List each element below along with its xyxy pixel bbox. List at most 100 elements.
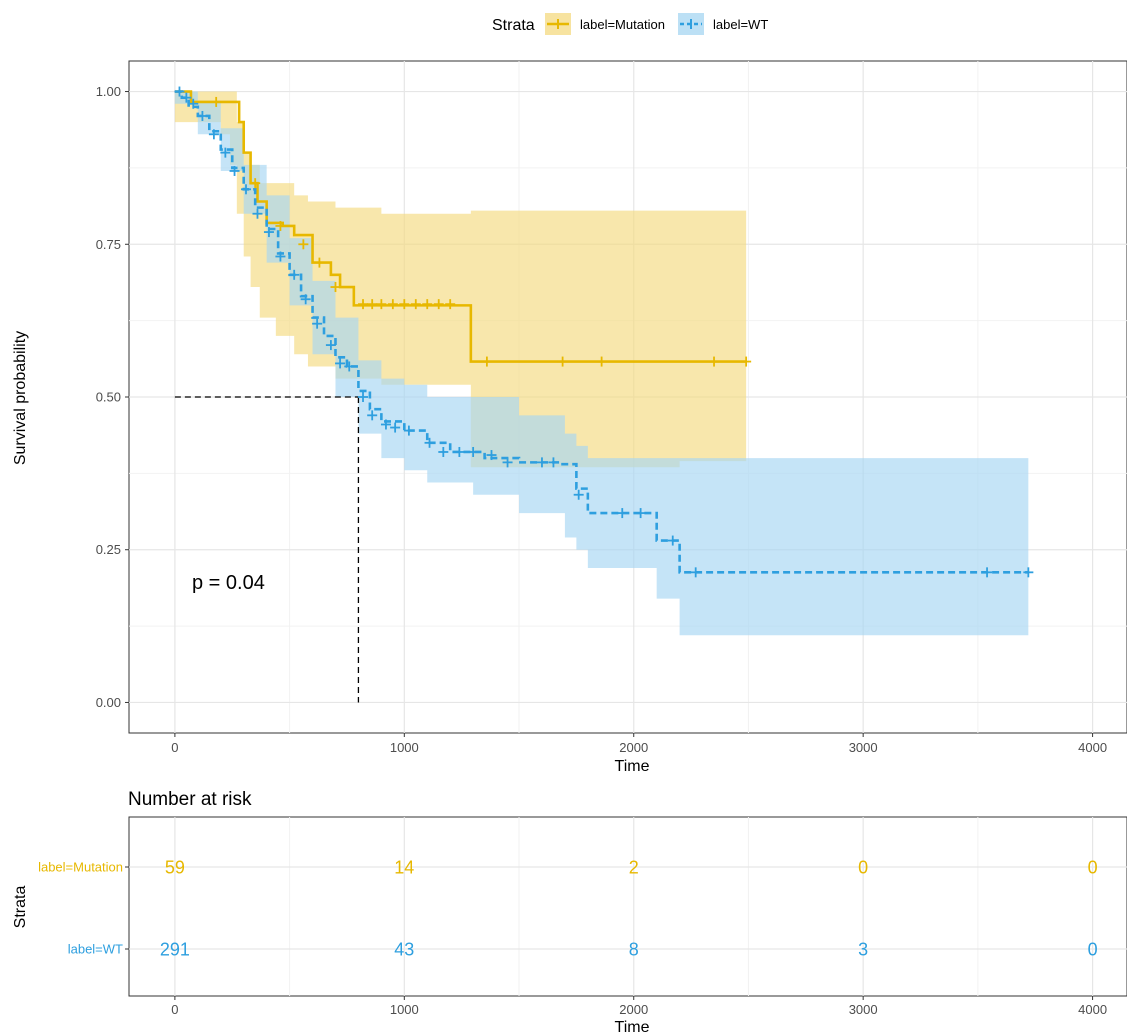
risk-x-tick-label: 4000 (1078, 1002, 1107, 1017)
censor-mark (741, 356, 752, 367)
censor-mark (982, 567, 993, 578)
y-tick-label: 1.00 (96, 84, 121, 99)
censor-mark (536, 457, 547, 468)
censor-mark (275, 251, 286, 262)
x-tick-labels: 0 1000 2000 3000 4000 (171, 733, 1107, 755)
y-tick-label: 0.75 (96, 237, 121, 252)
risk-count: 43 (394, 940, 414, 960)
censor-mark (335, 358, 346, 369)
censor-mark (617, 508, 628, 519)
censor-mark (325, 340, 336, 351)
censor-mark (174, 86, 185, 97)
censor-mark (635, 508, 646, 519)
x-tick-label: 0 (171, 740, 178, 755)
censor-mark (263, 227, 274, 238)
risk-table-cells: label=Mutation 59 14 2 0 0 label=WT 291 43 8 3 0 (38, 858, 1098, 960)
censor-mark (596, 356, 607, 367)
censor-marks (174, 86, 1034, 578)
risk-row-label: label=WT (68, 942, 123, 957)
censor-mark (376, 299, 387, 310)
censor-mark (380, 419, 391, 430)
x-tick-label: 2000 (619, 740, 648, 755)
censor-mark (367, 299, 378, 310)
censor-mark (181, 92, 192, 103)
risk-count: 14 (394, 858, 414, 878)
legend-label-mutation: label=Mutation (580, 17, 665, 32)
censor-mark (220, 147, 231, 158)
median-lines (174, 396, 360, 703)
censor-mark (208, 129, 219, 140)
censor-mark (387, 299, 398, 310)
survival-curves (174, 90, 1029, 574)
censor-mark (188, 98, 199, 109)
censor-mark (438, 446, 449, 457)
censor-mark (557, 356, 568, 367)
ci-band-mutation (174, 91, 747, 468)
censor-mark (229, 165, 240, 176)
censor-mark (424, 437, 435, 448)
censor-mark (486, 450, 497, 461)
x-tick-label: 3000 (849, 740, 878, 755)
risk-count: 59 (165, 858, 185, 878)
censor-mark (358, 299, 369, 310)
censor-mark (344, 361, 355, 372)
censor-mark (358, 392, 369, 402)
y-tick-label: 0.50 (96, 390, 121, 405)
censor-mark (399, 299, 410, 310)
censor-mark (1023, 567, 1034, 578)
censor-mark (454, 446, 465, 457)
censor-mark (275, 220, 286, 231)
censor-mark (481, 356, 492, 367)
risk-table-x-ticks: 0 1000 2000 3000 4000 (171, 996, 1107, 1017)
censor-mark (433, 299, 444, 310)
censor-mark (211, 96, 222, 107)
legend: Strata label=Mutation label=WT (492, 13, 768, 35)
risk-table-title: Number at risk (128, 789, 252, 810)
risk-table-grid (129, 817, 1127, 996)
censor-mark (573, 489, 584, 500)
risk-x-tick-label: 1000 (390, 1002, 419, 1017)
x-tick-label: 4000 (1078, 740, 1107, 755)
y-tick-label: 0.00 (96, 695, 121, 710)
censor-mark (422, 299, 433, 310)
risk-count: 8 (629, 940, 639, 960)
risk-table-panel (128, 816, 1127, 997)
censor-mark (548, 457, 559, 468)
risk-x-tick-label: 3000 (849, 1002, 878, 1017)
y-axis-title: Survival probability (12, 331, 29, 465)
censor-mark (314, 257, 325, 268)
censor-mark (197, 110, 208, 121)
censor-mark (709, 356, 720, 367)
risk-table-y-axis-title: Strata (12, 886, 29, 929)
censor-mark (241, 184, 252, 195)
censor-mark (667, 535, 678, 546)
x-axis-title: Time (615, 758, 650, 775)
censor-mark (403, 425, 414, 436)
censor-mark (445, 299, 456, 310)
ci-band-wt (174, 91, 1029, 636)
y-tick-labels: 0.00 0.25 0.50 0.75 1.00 (96, 84, 129, 710)
legend-title: Strata (492, 17, 535, 34)
censor-mark (289, 269, 300, 280)
risk-table-x-axis-title: Time (615, 1019, 650, 1034)
confidence-bands (174, 91, 1029, 636)
risk-count: 0 (1088, 940, 1098, 960)
censor-mark (298, 239, 309, 250)
y-tick-label: 0.25 (96, 542, 121, 557)
legend-label-wt: label=WT (713, 17, 768, 32)
survival-curve-mutation (174, 90, 747, 363)
survival-curve-wt (174, 90, 1029, 574)
censor-mark (330, 282, 341, 293)
censor-mark (250, 178, 261, 189)
risk-count: 291 (160, 940, 190, 960)
risk-count: 0 (858, 858, 868, 878)
censor-mark (312, 318, 323, 329)
risk-table: Number at risk label=Mutation 59 14 2 0 0labe… (12, 789, 1127, 1034)
censor-mark (468, 446, 479, 457)
censor-mark (252, 208, 263, 219)
main-plot: 0.00 0.25 0.50 0.75 1.00 0 1000 2000 3000 4000 p… (12, 60, 1127, 775)
censor-mark (690, 567, 701, 578)
risk-row-label: label=Mutation (38, 860, 123, 875)
risk-x-tick-label: 0 (171, 1002, 178, 1017)
